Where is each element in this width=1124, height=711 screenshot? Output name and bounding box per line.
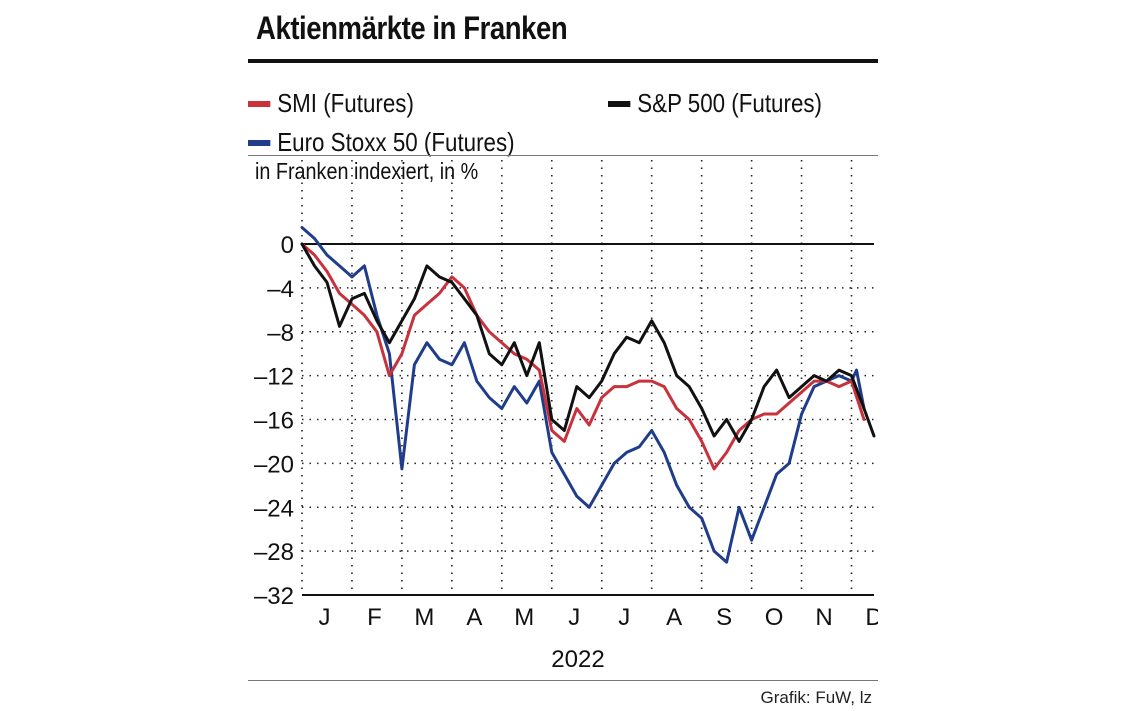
legend-rule	[248, 155, 878, 156]
x-tick-label: O	[765, 604, 784, 631]
x-tick-label: M	[414, 604, 434, 631]
chart-title: Aktienmärkte in Franken	[256, 10, 568, 46]
y-tick-label: –28	[254, 539, 294, 566]
x-tick-label: A	[666, 604, 682, 631]
series-line-smi	[300, 242, 866, 471]
series-line-sp500	[300, 242, 876, 443]
legend-label-eurostoxx: Euro Stoxx 50 (Futures)	[277, 127, 515, 157]
footer-rule	[248, 680, 878, 681]
y-tick-label: –16	[254, 408, 294, 435]
legend-swatch-eurostoxx	[248, 139, 271, 146]
x-tick-label: J	[318, 604, 330, 631]
x-axis-year-label: 2022	[551, 646, 604, 673]
y-tick-label: 0	[281, 232, 294, 259]
x-tick-label: F	[367, 604, 382, 631]
x-tick-label: A	[466, 604, 482, 631]
x-tick-label: D	[865, 604, 878, 631]
source-label: Grafik: FuW, lz	[760, 688, 872, 707]
y-tick-label: –8	[267, 320, 294, 347]
y-tick-label: –20	[254, 451, 294, 478]
y-tick-label: –32	[254, 583, 294, 610]
x-tick-label: J	[568, 604, 580, 631]
unit-label: in Franken indexiert, in %	[255, 158, 479, 184]
legend-label-sp500: S&P 500 (Futures)	[637, 88, 823, 118]
title-rule	[248, 59, 878, 63]
x-tick-label: S	[716, 604, 732, 631]
legend-swatch-sp500	[608, 100, 631, 107]
x-tick-label: J	[618, 604, 630, 631]
series-line-eurostoxx	[300, 226, 866, 564]
plot-svg: 0 –4 –8 –12 –16 –20 –24 –28 –32 J F M A M J J A S O N D 2022	[254, 160, 878, 673]
y-tick-label: –12	[254, 364, 294, 391]
legend-item-smi: SMI (Futures)	[248, 88, 414, 119]
x-tick-label: N	[815, 604, 832, 631]
legend-item-sp500: S&P 500 (Futures)	[608, 88, 822, 119]
chart-figure: Aktienmärkte in Franken SMI (Futures) S&…	[248, 0, 878, 711]
legend-swatch-smi	[248, 100, 271, 107]
y-tick-label: –4	[267, 276, 294, 303]
legend-label-smi: SMI (Futures)	[277, 88, 414, 118]
x-tick-label: M	[514, 604, 534, 631]
legend-item-eurostoxx: Euro Stoxx 50 (Futures)	[248, 127, 515, 158]
y-tick-label: –24	[254, 495, 294, 522]
